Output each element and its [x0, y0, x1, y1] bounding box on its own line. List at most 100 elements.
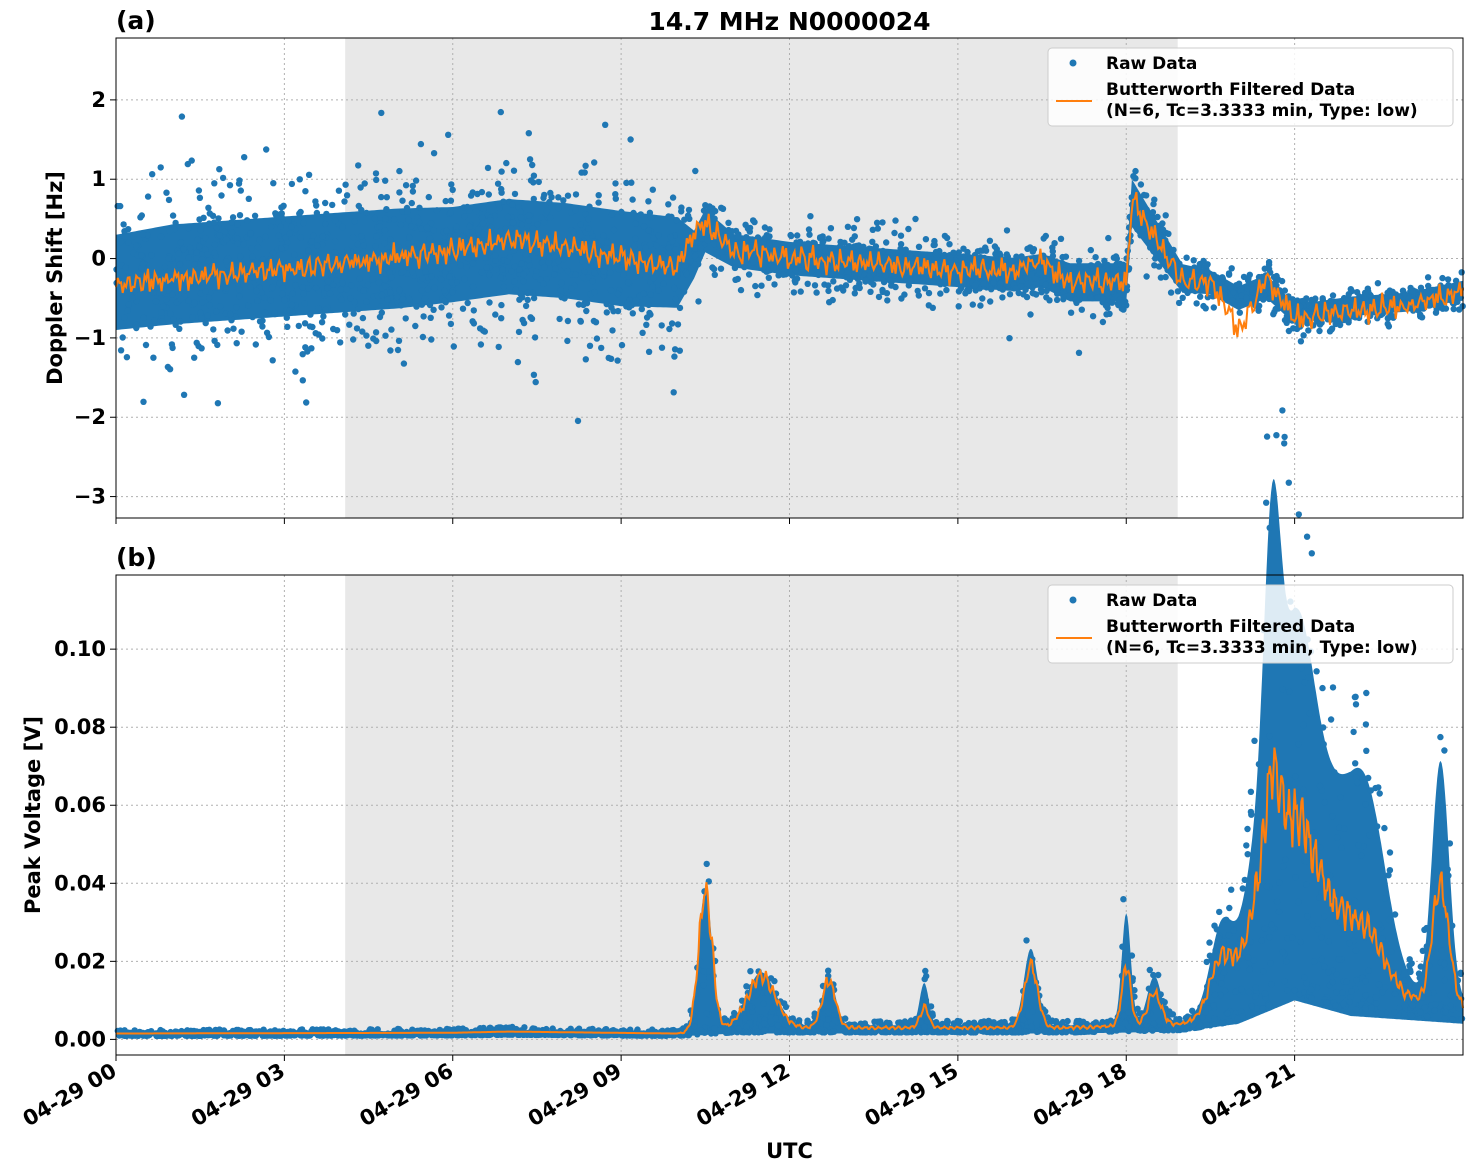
raw-point	[560, 197, 567, 204]
raw-point	[428, 336, 435, 343]
raw-point	[461, 275, 468, 283]
raw-point	[825, 287, 832, 295]
raw-point	[1236, 309, 1244, 316]
raw-point	[185, 297, 192, 304]
raw-point	[761, 1020, 768, 1027]
raw-point	[299, 284, 306, 291]
raw-point	[418, 301, 426, 308]
raw-point	[1240, 273, 1248, 281]
raw-point	[333, 277, 340, 284]
raw-point	[1203, 1021, 1210, 1029]
raw-point	[139, 231, 147, 238]
raw-point	[526, 262, 533, 269]
raw-point	[672, 295, 679, 303]
raw-point	[614, 290, 622, 298]
raw-point	[313, 209, 321, 217]
raw-point	[1438, 302, 1445, 309]
raw-point	[924, 1018, 931, 1025]
raw-point	[377, 303, 385, 310]
raw-point	[1247, 788, 1255, 795]
raw-point	[507, 225, 515, 232]
raw-point	[1366, 832, 1373, 839]
raw-point	[749, 1008, 756, 1015]
raw-point	[365, 342, 372, 349]
raw-point	[582, 263, 589, 270]
raw-point	[1140, 191, 1148, 199]
raw-point	[1112, 253, 1120, 260]
raw-point	[564, 192, 572, 199]
raw-point	[551, 271, 558, 278]
raw-point	[1027, 311, 1034, 318]
raw-point	[525, 212, 533, 219]
raw-point	[259, 256, 266, 263]
raw-point	[1362, 721, 1370, 728]
raw-point	[1314, 925, 1321, 933]
raw-point	[452, 241, 459, 249]
raw-point	[796, 1028, 804, 1035]
raw-point	[640, 223, 648, 230]
raw-point	[1003, 227, 1011, 234]
raw-point	[591, 288, 598, 296]
raw-point	[497, 227, 504, 235]
raw-point	[1326, 872, 1334, 880]
raw-point	[1196, 262, 1204, 270]
raw-point	[1233, 964, 1241, 972]
raw-point	[1092, 254, 1099, 261]
raw-point	[883, 1019, 890, 1026]
raw-point	[1261, 265, 1269, 272]
raw-point	[533, 1031, 540, 1039]
raw-point	[533, 268, 540, 275]
raw-point	[223, 285, 230, 292]
raw-point	[1247, 887, 1254, 895]
raw-point	[1247, 808, 1255, 816]
raw-point	[216, 232, 223, 239]
raw-point	[1275, 908, 1283, 915]
raw-point	[1151, 196, 1158, 203]
raw-point	[720, 254, 727, 262]
raw-point	[1329, 978, 1337, 986]
raw-point	[999, 294, 1006, 301]
raw-point	[1234, 1015, 1241, 1023]
raw-point	[1439, 274, 1446, 282]
raw-point	[305, 285, 312, 292]
raw-point	[760, 266, 768, 274]
raw-point	[1266, 1001, 1273, 1009]
raw-point	[1088, 262, 1095, 269]
raw-point	[555, 257, 562, 265]
raw-point	[629, 196, 636, 203]
raw-point	[1457, 294, 1465, 301]
raw-point	[1347, 993, 1354, 1001]
raw-point	[1345, 291, 1353, 298]
raw-point	[1457, 970, 1465, 978]
raw-point	[612, 191, 619, 198]
raw-point	[1283, 958, 1290, 965]
raw-point	[645, 348, 653, 355]
raw-point	[417, 1032, 424, 1039]
raw-point	[879, 247, 887, 255]
raw-point	[1281, 978, 1288, 985]
raw-point	[811, 282, 819, 289]
raw-point	[1325, 969, 1332, 976]
raw-point	[1316, 327, 1323, 335]
raw-point	[570, 228, 577, 236]
raw-point	[1076, 266, 1083, 273]
raw-point	[256, 236, 263, 243]
raw-point	[1075, 349, 1083, 356]
raw-point	[1417, 284, 1425, 291]
raw-point	[1230, 927, 1238, 934]
raw-point	[419, 275, 426, 282]
raw-point	[131, 287, 139, 295]
raw-point	[647, 291, 654, 298]
raw-point	[773, 1029, 781, 1036]
raw-point	[1282, 856, 1289, 863]
raw-point	[1336, 824, 1343, 831]
raw-point	[788, 232, 795, 240]
raw-point	[1304, 674, 1312, 681]
raw-point	[1162, 273, 1169, 281]
raw-point	[964, 256, 972, 263]
raw-point	[1183, 271, 1191, 278]
raw-point	[1323, 999, 1331, 1006]
raw-point	[1292, 874, 1299, 881]
raw-point	[529, 225, 537, 232]
y-tick-label: 0.10	[54, 637, 106, 661]
